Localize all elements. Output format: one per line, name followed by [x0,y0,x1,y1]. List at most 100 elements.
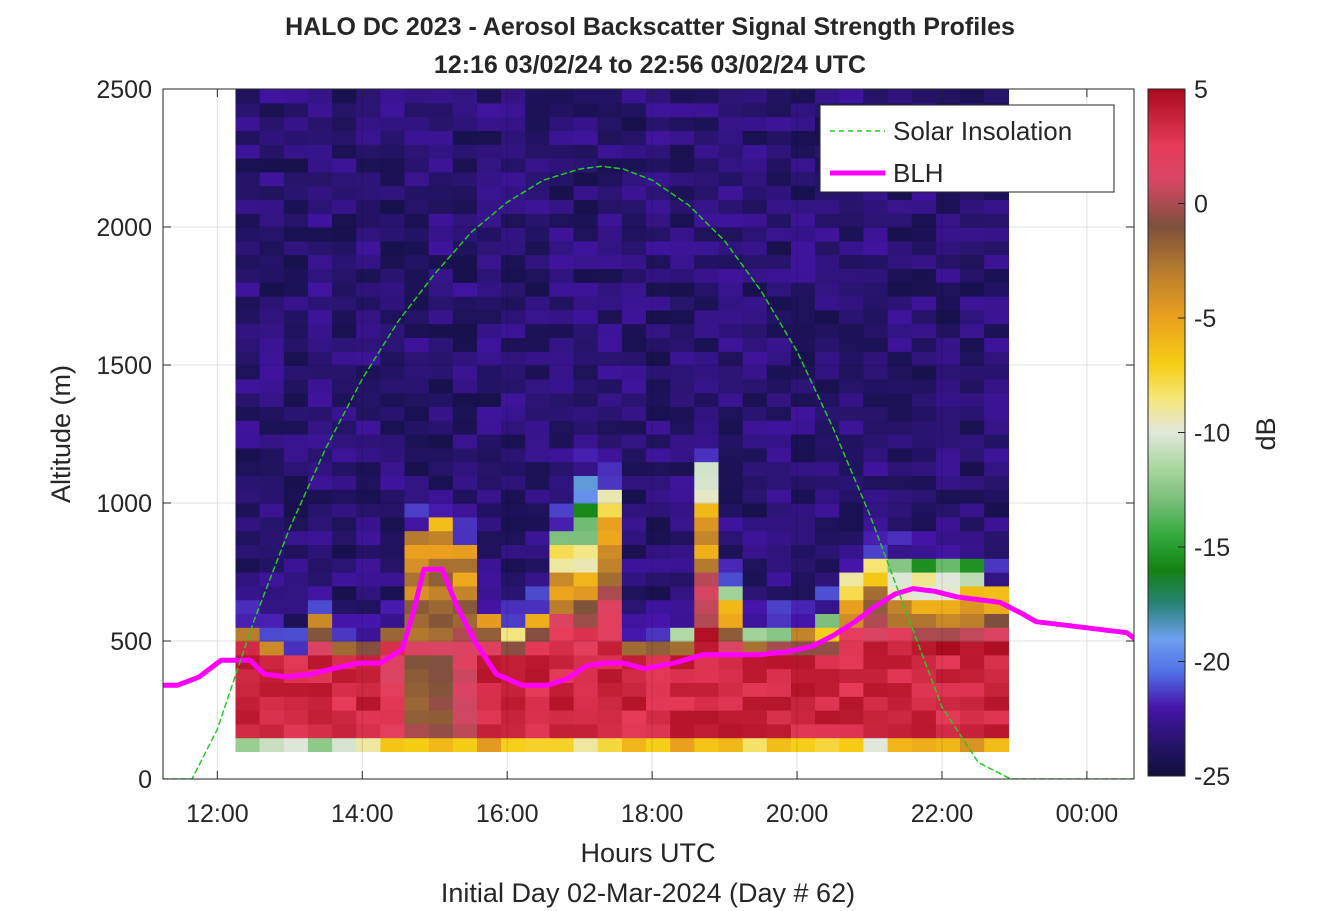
heatmap-cell [742,572,768,587]
heatmap-cell [935,282,961,297]
heatmap-cell [428,627,454,642]
heatmap-cell [791,268,816,283]
heatmap-cell [984,240,1009,256]
heatmap-cell [670,447,695,463]
heatmap-cell [911,613,937,628]
heatmap-cell [380,102,406,118]
heatmap-cell [525,144,551,159]
heatmap-cell [597,434,623,449]
heatmap-cell [235,585,261,601]
heatmap-cell [960,296,985,311]
heatmap-cell [259,296,285,311]
heatmap-cell [380,682,406,697]
heatmap-cell [815,489,840,504]
heatmap-cell [452,420,478,435]
heatmap-cell [742,158,768,173]
heatmap-cell [283,144,309,159]
heatmap-cell [525,227,551,242]
heatmap-cell [332,516,357,532]
heatmap-cell [283,406,309,421]
heatmap-cell [863,351,889,366]
legend-solar-insolation-label: Solar Insolation [893,116,1072,146]
heatmap-cell [815,641,840,656]
heatmap-cell [525,116,551,131]
heatmap-cell [863,641,889,656]
heatmap-cell [549,199,575,214]
heatmap-cell [597,585,623,601]
heatmap-cell [452,199,478,214]
heatmap-cell [477,365,502,380]
heatmap-cell [501,710,526,725]
heatmap-cell [549,282,575,297]
heatmap-cell [984,696,1009,711]
heatmap-cell [235,254,261,269]
heatmap-cell [332,89,357,104]
heatmap-cell [404,268,430,283]
heatmap-cell [694,503,720,518]
heatmap-cell [742,668,768,683]
heatmap-cell [573,268,599,283]
heatmap-cell [573,434,599,449]
heatmap-cell [404,227,430,242]
heatmap-cell [380,613,406,628]
heatmap-cell [718,323,744,338]
heatmap-cell [694,737,720,752]
heatmap-cell [935,378,961,394]
heatmap-cell [621,144,647,159]
heatmap-cell [935,447,961,463]
heatmap-cell [646,158,671,173]
heatmap-cell [766,530,792,545]
heatmap-cell [525,710,551,725]
heatmap-cell [332,530,357,545]
heatmap-cell [742,337,768,352]
heatmap-cell [621,710,647,725]
heatmap-cell [283,682,309,697]
heatmap-cell [766,723,792,739]
heatmap-cell [235,199,261,214]
heatmap-cell [428,268,454,283]
heatmap-cell [621,254,647,269]
y-axis-label: Altitude (m) [46,365,76,503]
heatmap-cell [525,337,551,352]
heatmap-cell [670,530,695,545]
heatmap-cell [525,641,551,656]
heatmap-cell [791,365,816,380]
heatmap-cell [235,406,261,421]
heatmap-cell [332,323,357,338]
heatmap-cell [960,613,985,628]
heatmap-cell [694,213,720,228]
heatmap-cell [815,406,840,421]
heatmap-cell [839,296,865,311]
heatmap-cell [718,116,744,131]
heatmap-cell [621,530,647,545]
heatmap-cell [839,240,865,256]
heatmap-cell [646,102,671,118]
heatmap-cell [621,682,647,697]
heatmap-cell [525,254,551,269]
heatmap-cell [452,544,478,559]
heatmap-cell [356,351,381,366]
heatmap-cell [911,337,937,352]
heatmap-cell [477,406,502,421]
heatmap-cell [501,171,526,187]
heatmap-cell [984,503,1009,518]
heatmap-cell [428,213,454,228]
heatmap-cell [621,627,647,642]
heatmap-cell [742,102,768,118]
heatmap-cell [911,351,937,366]
heatmap-cell [887,654,913,670]
heatmap-cell [887,351,913,366]
heatmap-cell [718,392,744,407]
heatmap-cell [935,337,961,352]
heatmap-cell [863,199,889,214]
heatmap-cell [911,213,937,228]
heatmap-cell [404,89,430,104]
heatmap-cell [911,654,937,670]
heatmap-cell [452,585,478,601]
heatmap-cell [815,309,840,325]
heatmap-cell [283,613,309,628]
heatmap-cell [235,599,261,614]
heatmap-cell [428,516,454,532]
heatmap-cell [718,641,744,656]
